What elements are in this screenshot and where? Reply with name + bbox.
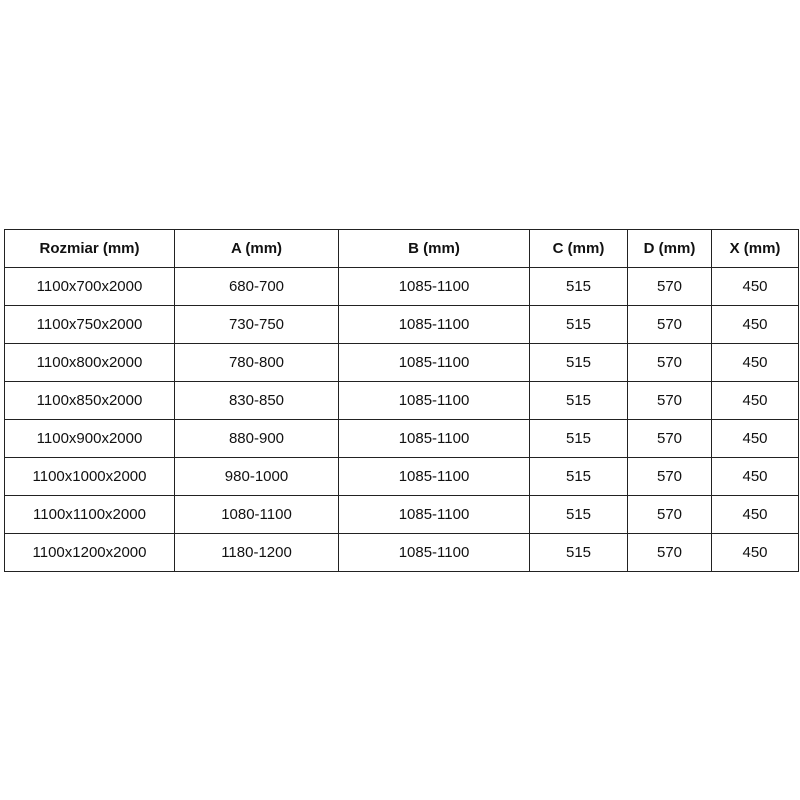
table-cell: 680-700 [174, 267, 339, 306]
table-cell: 1100x850x2000 [4, 381, 175, 420]
table-cell: 450 [711, 495, 799, 534]
table-cell: 450 [711, 267, 799, 306]
table-row: 1100x1100x2000 1080-1100 1085-1100 515 570 45… [4, 495, 799, 534]
column-header: B (mm) [338, 229, 530, 268]
table-cell: 515 [529, 267, 628, 306]
table-cell: 570 [627, 305, 712, 344]
dimensions-table: Rozmiar (mm) A (mm) B (mm) C (mm) D (mm) X (m… [4, 229, 799, 572]
table-cell: 980-1000 [174, 457, 339, 496]
table-cell: 450 [711, 457, 799, 496]
table-cell: 570 [627, 457, 712, 496]
table-cell: 1085-1100 [338, 267, 530, 306]
table-cell: 1085-1100 [338, 419, 530, 458]
table-cell: 570 [627, 495, 712, 534]
table-cell: 1100x700x2000 [4, 267, 175, 306]
table-cell: 830-850 [174, 381, 339, 420]
column-header: A (mm) [174, 229, 339, 268]
table-cell: 515 [529, 533, 628, 572]
table-cell: 1100x1200x2000 [4, 533, 175, 572]
table-cell: 1100x1000x2000 [4, 457, 175, 496]
table-cell: 450 [711, 305, 799, 344]
table-cell: 1100x750x2000 [4, 305, 175, 344]
table-cell: 1180-1200 [174, 533, 339, 572]
table-cell: 880-900 [174, 419, 339, 458]
table-cell: 570 [627, 533, 712, 572]
table-cell: 730-750 [174, 305, 339, 344]
table-cell: 450 [711, 381, 799, 420]
table-cell: 1085-1100 [338, 343, 530, 382]
table-cell: 515 [529, 305, 628, 344]
column-header: D (mm) [627, 229, 712, 268]
table-cell: 515 [529, 419, 628, 458]
table-cell: 450 [711, 343, 799, 382]
table-row: 1100x1200x2000 1180-1200 1085-1100 515 570 45… [4, 533, 799, 572]
table-cell: 450 [711, 419, 799, 458]
table-cell: 1085-1100 [338, 533, 530, 572]
table-cell: 1080-1100 [174, 495, 339, 534]
table-cell: 570 [627, 381, 712, 420]
column-header: Rozmiar (mm) [4, 229, 175, 268]
table-cell: 570 [627, 419, 712, 458]
table-cell: 1085-1100 [338, 305, 530, 344]
table-cell: 1100x900x2000 [4, 419, 175, 458]
table-cell: 1085-1100 [338, 381, 530, 420]
table-row: 1100x850x2000 830-850 1085-1100 515 570 450 [4, 381, 799, 420]
table-cell: 515 [529, 495, 628, 534]
table-cell: 1085-1100 [338, 495, 530, 534]
column-header: X (mm) [711, 229, 799, 268]
table-cell: 570 [627, 343, 712, 382]
table-cell: 1100x800x2000 [4, 343, 175, 382]
table-cell: 515 [529, 343, 628, 382]
table-row: 1100x1000x2000 980-1000 1085-1100 515 570 450 [4, 457, 799, 496]
table-row: 1100x750x2000 730-750 1085-1100 515 570 450 [4, 305, 799, 344]
table-cell: 570 [627, 267, 712, 306]
table-cell: 780-800 [174, 343, 339, 382]
table-cell: 1100x1100x2000 [4, 495, 175, 534]
column-header: C (mm) [529, 229, 628, 268]
table-cell: 515 [529, 381, 628, 420]
table-cell: 515 [529, 457, 628, 496]
table-cell: 450 [711, 533, 799, 572]
header-row: Rozmiar (mm) A (mm) B (mm) C (mm) D (mm) X (m… [4, 229, 799, 268]
table-row: 1100x700x2000 680-700 1085-1100 515 570 450 [4, 267, 799, 306]
table-row: 1100x900x2000 880-900 1085-1100 515 570 450 [4, 419, 799, 458]
table-row: 1100x800x2000 780-800 1085-1100 515 570 450 [4, 343, 799, 382]
table-cell: 1085-1100 [338, 457, 530, 496]
